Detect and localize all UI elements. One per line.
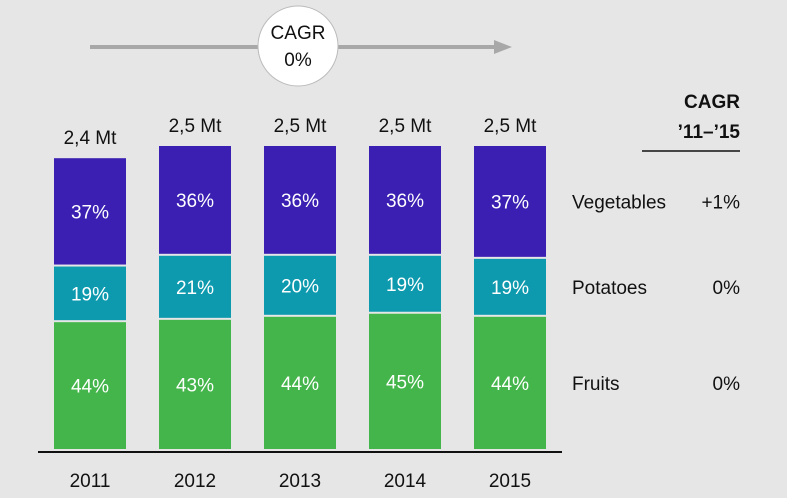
bar-segment xyxy=(159,255,231,318)
segment-label: 21% xyxy=(176,278,214,299)
cagr-bubble-value: 0% xyxy=(284,50,312,71)
x-tick-label: 2014 xyxy=(384,471,427,492)
cagr-bubble xyxy=(257,5,339,87)
bar-segment xyxy=(264,255,336,315)
x-tick-label: 2013 xyxy=(279,471,321,492)
segment-label: 44% xyxy=(491,374,529,395)
total-label: 2,5 Mt xyxy=(484,116,538,137)
segment-label: 36% xyxy=(386,191,424,212)
total-label: 2,4 Mt xyxy=(64,128,118,149)
segment-label: 36% xyxy=(281,191,319,212)
segment-label: 44% xyxy=(281,374,319,395)
bar-segment xyxy=(54,158,126,265)
cagr-header: ’11–’15 xyxy=(678,122,741,143)
bar-segment xyxy=(369,255,441,312)
legend-label: Fruits xyxy=(572,374,620,395)
segment-label: 43% xyxy=(176,375,214,396)
segment-label: 19% xyxy=(491,278,529,299)
cagr-header: CAGR xyxy=(684,92,740,113)
x-tick-label: 2015 xyxy=(489,471,531,492)
cagr-value: 0% xyxy=(713,374,741,395)
bar-segment xyxy=(474,316,546,449)
segment-label: 44% xyxy=(71,377,109,398)
x-tick-label: 2012 xyxy=(174,471,216,492)
bar-segment xyxy=(264,316,336,449)
legend-label: Vegetables xyxy=(572,192,666,213)
bar-segment xyxy=(54,266,126,321)
x-tick-label: 2011 xyxy=(70,471,111,492)
cagr-value: 0% xyxy=(713,278,741,299)
total-label: 2,5 Mt xyxy=(274,116,328,137)
bar-segment xyxy=(159,146,231,254)
bar-segment xyxy=(159,319,231,449)
legend-label: Potatoes xyxy=(572,278,647,299)
bar-segment xyxy=(474,146,546,257)
segment-label: 19% xyxy=(71,284,109,305)
segment-label: 45% xyxy=(386,372,424,393)
segment-label: 37% xyxy=(71,202,109,223)
cagr-bubble-title: CAGR xyxy=(271,23,326,44)
bar-segment xyxy=(474,258,546,315)
bar-segment xyxy=(264,146,336,254)
cagr-arrowhead xyxy=(494,40,512,54)
bar-segment xyxy=(369,146,441,254)
segment-label: 19% xyxy=(386,275,424,296)
bar-segment xyxy=(54,322,126,449)
segment-label: 20% xyxy=(281,276,319,297)
cagr-value: +1% xyxy=(701,192,740,213)
total-label: 2,5 Mt xyxy=(169,116,223,137)
segment-label: 37% xyxy=(491,192,529,213)
segment-label: 36% xyxy=(176,191,214,212)
total-label: 2,5 Mt xyxy=(379,116,433,137)
bar-segment xyxy=(369,313,441,449)
